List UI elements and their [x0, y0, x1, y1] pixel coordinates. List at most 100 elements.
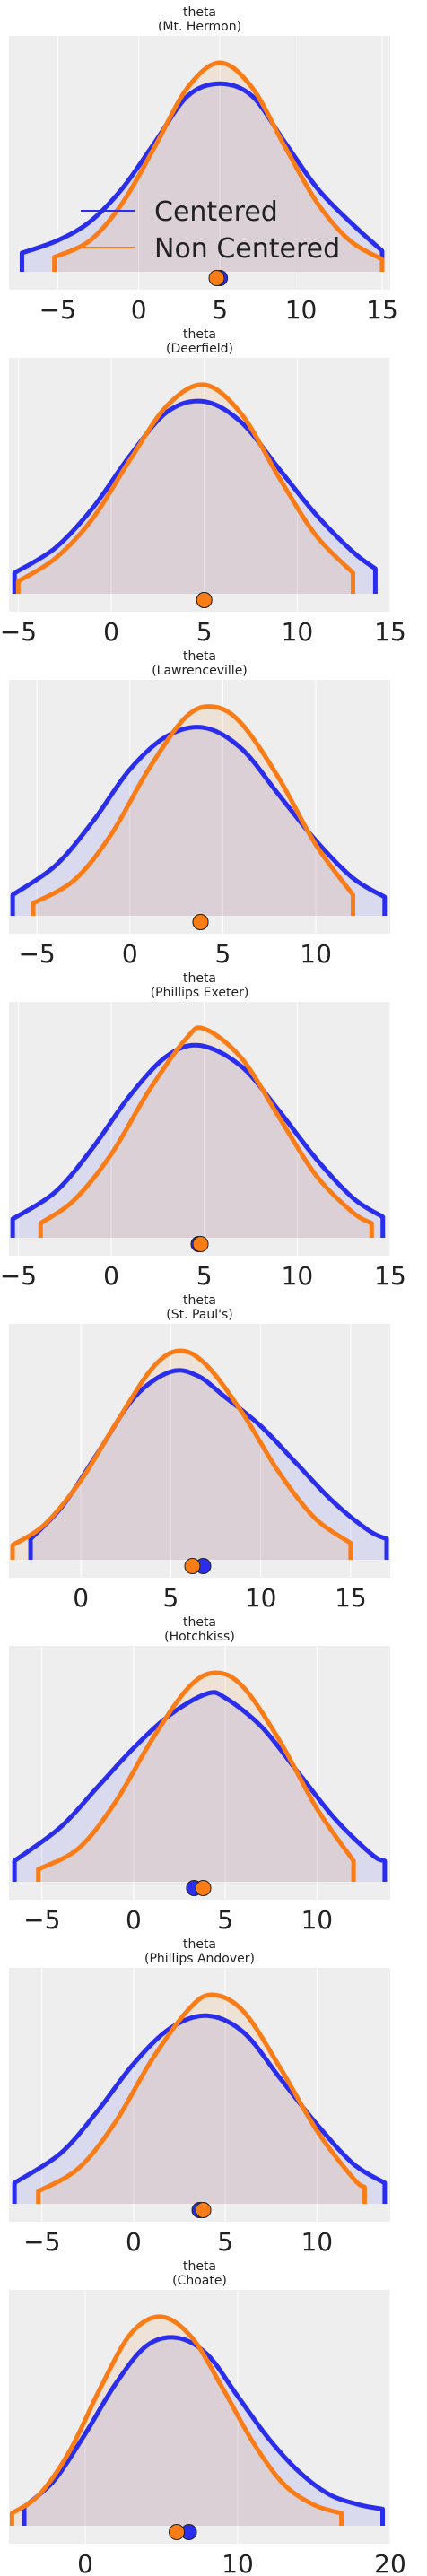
mean-marker-non-centered — [184, 1558, 201, 1574]
x-tick-label: 10 — [282, 1261, 314, 1291]
x-tick-label: 5 — [217, 1905, 233, 1935]
legend-label: Non Centered — [154, 233, 340, 265]
panel-4: theta(St. Paul's) 0 5 10 15 — [9, 1293, 390, 1613]
x-tick-label: 10 — [301, 2227, 333, 2257]
panel-subtitle: (Phillips Andover) — [144, 1952, 255, 1966]
panel-subtitle: (Hotchkiss) — [164, 1630, 235, 1644]
density-line-non-centered — [36, 1670, 356, 1882]
density-fill-centered — [13, 1045, 383, 1238]
density-fill-centered — [30, 1370, 387, 1560]
panel-subtitle: (Mt. Hermon) — [158, 20, 241, 34]
density-line-centered — [12, 1690, 388, 1882]
panel-subtitle: (Choate) — [172, 2274, 227, 2288]
x-tick-label: 15 — [374, 1261, 406, 1291]
density-fill-non-centered — [32, 706, 353, 916]
panel-3: theta(Phillips Exeter) −5 0 5 10 15 — [0, 971, 406, 1291]
plot-background — [9, 2290, 390, 2544]
mean-marker-non-centered — [192, 914, 209, 930]
x-tick-label: −5 — [18, 939, 55, 969]
density-fill-non-centered — [40, 1027, 372, 1238]
density-line-non-centered — [36, 1992, 367, 2204]
mean-marker-non-centered — [169, 2524, 185, 2540]
plot-background — [9, 1646, 390, 1900]
density-line-centered — [10, 1042, 386, 1238]
density-line-non-centered — [15, 382, 356, 594]
x-tick-label: 0 — [122, 939, 138, 969]
x-tick-label: 15 — [366, 295, 398, 325]
x-tick-label: 10 — [245, 1583, 277, 1613]
x-tick-label: 5 — [217, 2227, 233, 2257]
panel-title: theta — [183, 2259, 216, 2274]
x-tick-label: 0 — [103, 1261, 119, 1291]
panel-title: theta — [183, 5, 216, 20]
density-fill-centered — [22, 83, 382, 272]
panel-1: theta(Deerfield) −5 0 5 10 15 — [0, 327, 406, 647]
panel-title: theta — [183, 971, 216, 986]
density-line-centered — [22, 2335, 385, 2526]
mean-marker-non-centered — [195, 2202, 212, 2218]
x-tick-label: 5 — [196, 617, 213, 647]
density-fill-centered — [13, 727, 385, 916]
density-line-non-centered — [30, 704, 356, 916]
mean-marker-non-centered — [192, 1236, 209, 1252]
x-tick-label: 10 — [222, 2549, 254, 2576]
panel-7: theta(Choate) 0 10 20 — [9, 2259, 406, 2576]
density-line-non-centered — [10, 1348, 353, 1560]
panel-title: theta — [183, 1615, 216, 1630]
density-fill-non-centered — [38, 1994, 365, 2204]
panel-title: theta — [183, 327, 216, 342]
mean-marker-non-centered — [195, 1880, 212, 1896]
mean-marker-non-centered — [208, 270, 225, 286]
panel-5: theta(Hotchkiss) −5 0 5 10 — [9, 1615, 390, 1935]
x-tick-label: 5 — [212, 295, 228, 325]
x-tick-label: −5 — [0, 1261, 37, 1291]
plot-background — [9, 680, 390, 934]
x-tick-label: −5 — [23, 2227, 60, 2257]
x-tick-label: 10 — [282, 617, 314, 647]
x-tick-label: 0 — [103, 617, 119, 647]
panel-subtitle: (Phillips Exeter) — [151, 986, 249, 1000]
panel-title: theta — [183, 1937, 216, 1952]
panel-title: theta — [183, 1293, 216, 1308]
density-line-non-centered — [9, 2314, 344, 2526]
x-tick-label: 20 — [374, 2549, 406, 2576]
x-tick-label: 5 — [196, 1261, 213, 1291]
density-fill-non-centered — [13, 1350, 351, 1560]
density-line-non-centered — [38, 1025, 374, 1238]
x-tick-label: 10 — [300, 939, 332, 969]
mean-marker-non-centered — [196, 592, 213, 608]
x-tick-label: 15 — [335, 1583, 367, 1613]
x-tick-label: 0 — [73, 1583, 89, 1613]
x-tick-label: 0 — [126, 1905, 142, 1935]
density-line-centered — [10, 725, 388, 916]
panel-2: theta(Lawrenceville) −5 0 5 10 — [9, 649, 390, 969]
x-tick-label: 0 — [126, 2227, 142, 2257]
x-tick-label: 0 — [77, 2549, 93, 2576]
density-line-centered — [19, 81, 385, 272]
legend-label: Centered — [154, 196, 278, 228]
panel-0: theta(Mt. Hermon) −5 0 5 10 15 — [9, 5, 398, 325]
density-fill-non-centered — [38, 1673, 354, 1882]
x-tick-label: −5 — [0, 617, 37, 647]
panel-subtitle: (St. Paul's) — [166, 1308, 233, 1322]
panel-6: theta(Phillips Andover) −5 0 5 10 — [9, 1937, 390, 2257]
plot-background — [9, 36, 390, 290]
density-line-non-centered — [52, 60, 385, 272]
panel-subtitle: (Lawrenceville) — [152, 664, 248, 678]
density-line-centered — [12, 2013, 388, 2204]
x-tick-label: 10 — [285, 295, 318, 325]
density-line-centered — [12, 398, 378, 594]
x-tick-label: 10 — [301, 1905, 333, 1935]
plot-background — [9, 1968, 390, 2222]
density-fill-centered — [24, 2337, 383, 2526]
x-tick-label: −5 — [39, 295, 76, 325]
density-fill-non-centered — [12, 2316, 342, 2526]
panel-subtitle: (Deerfield) — [166, 342, 233, 356]
panel-title: theta — [183, 649, 216, 664]
x-tick-label: 5 — [215, 939, 231, 969]
x-tick-label: 0 — [131, 295, 147, 325]
x-tick-label: 5 — [163, 1583, 179, 1613]
x-tick-label: −5 — [23, 1905, 60, 1935]
density-fill-non-centered — [18, 384, 353, 594]
x-tick-label: 15 — [374, 617, 406, 647]
